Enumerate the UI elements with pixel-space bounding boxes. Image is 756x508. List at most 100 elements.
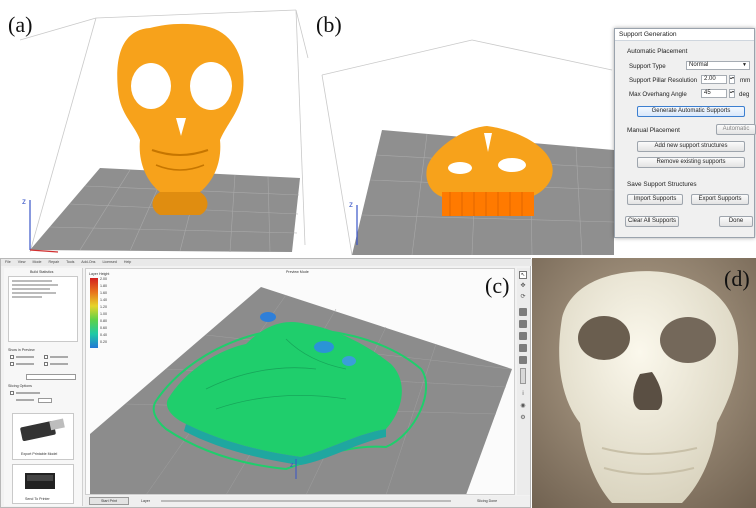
menu-repair[interactable]: Repair — [48, 260, 60, 264]
menu-tools[interactable]: Tools — [66, 260, 75, 264]
preview-options[interactable] — [10, 354, 76, 372]
layer-slider[interactable] — [161, 500, 451, 502]
rotate-tool-icon[interactable]: ⟳ — [520, 294, 526, 300]
add-supports-button[interactable]: Add new support structures — [637, 141, 745, 152]
show-in-preview-heading: Show in Preview — [8, 348, 35, 352]
legend-value: 1.20 — [100, 305, 107, 309]
support-generation-dialog: Support Generation Automatic Placement S… — [614, 28, 756, 238]
view-iso-icon[interactable] — [519, 344, 527, 352]
printed-skull-photo — [532, 258, 756, 508]
start-print-button[interactable]: Start Print — [89, 497, 129, 505]
view-side-icon[interactable] — [519, 332, 527, 340]
slicing-options-heading: Slicing Options — [8, 384, 32, 388]
right-toolbar: ↖ ✥ ⟳ i ◉ ⚙ — [517, 268, 530, 495]
move-tool-icon[interactable]: ✥ — [520, 283, 526, 289]
automatic-placement-heading: Automatic Placement — [627, 48, 688, 55]
bottom-bar: Start Print Layer Slicing Done — [85, 496, 530, 507]
legend-value: 0.60 — [100, 326, 107, 330]
zoom-slider[interactable] — [520, 368, 526, 384]
support-type-value: Normal — [689, 62, 709, 68]
max-overhang-value: 45 — [704, 90, 711, 96]
legend-value: 0.80 — [100, 319, 107, 323]
info-icon[interactable]: i — [522, 391, 524, 397]
remove-supports-button[interactable]: Remove existing supports — [637, 157, 745, 168]
menu-mode[interactable]: Mode — [32, 260, 42, 264]
skull-model-b — [426, 126, 553, 216]
sliced-skull-mesh — [166, 321, 402, 457]
legend-value: 1.40 — [100, 298, 107, 302]
left-pane: Build Statistics Show in Preview Sli — [4, 268, 83, 506]
svg-text:z: z — [22, 197, 26, 206]
dialog-title: Support Generation — [615, 29, 754, 41]
view-front-icon[interactable] — [519, 308, 527, 316]
legend-value: 1.00 — [100, 312, 107, 316]
slice-preview-scene: z — [90, 287, 512, 494]
panel-d: (d) — [532, 258, 756, 508]
svg-text:z: z — [290, 462, 294, 469]
paint-icon[interactable]: ◉ — [520, 403, 526, 409]
export-model-label: Export Printable Model — [21, 452, 58, 456]
legend-value: 1.80 — [100, 284, 107, 288]
max-overhang-input[interactable]: 45 — [701, 89, 727, 98]
menu-view[interactable]: View — [17, 260, 26, 264]
build-statistics-title: Build Statistics — [30, 270, 54, 274]
menu-file[interactable]: File — [5, 260, 11, 264]
select-tool-icon[interactable]: ↖ — [519, 271, 527, 279]
export-model-button[interactable]: Export Printable Model — [12, 413, 74, 460]
generate-supports-button[interactable]: Generate Automatic Supports — [637, 106, 745, 117]
panel-a-scene: z — [19, 9, 309, 253]
layer-color-legend — [90, 278, 98, 348]
pillar-resolution-unit: mm — [740, 77, 751, 84]
pillar-resolution-label: Support Pillar Resolution — [629, 77, 698, 84]
start-print-label: Start Print — [101, 499, 117, 503]
view-top-icon[interactable] — [519, 320, 527, 328]
manual-placement-heading: Manual Placement — [627, 127, 680, 134]
color-by-select[interactable] — [26, 374, 76, 380]
build-statistics-box — [8, 276, 78, 342]
export-supports-button[interactable]: Export Supports — [691, 194, 749, 205]
legend-value: 0.40 — [100, 333, 107, 337]
slicing-status: Slicing Done — [477, 499, 498, 503]
view-bottom-icon[interactable] — [519, 356, 527, 364]
send-to-printer-button[interactable]: Send To Printer — [12, 464, 74, 504]
done-button[interactable]: Done — [719, 216, 753, 227]
clear-supports-button[interactable]: Clear All Supports — [625, 216, 679, 227]
menu-addons[interactable]: Add-Ons — [81, 260, 96, 264]
panel-a: z (a) — [0, 0, 312, 258]
max-overhang-unit: deg — [739, 91, 750, 98]
menu-bar: File View Mode Repair Tools Add-Ons Lice… — [1, 259, 532, 266]
panel-label-a: (a) — [8, 12, 33, 37]
viewport-title: Preview Mode — [286, 270, 309, 274]
support-type-select[interactable]: Normal ▼ — [686, 61, 750, 70]
legend-value: 2.00 — [100, 277, 107, 281]
legend-value: 1.60 — [100, 291, 107, 295]
slicing-options[interactable] — [10, 390, 76, 404]
support-type-label: Support Type — [629, 63, 666, 70]
pillar-resolution-stepper[interactable]: ▴▾ — [729, 75, 735, 84]
slicer-app-window: File View Mode Repair Tools Add-Ons Lice… — [0, 258, 532, 508]
automatic-button[interactable]: Automatic — [716, 124, 756, 135]
panel-label-b: (b) — [316, 12, 342, 37]
skull-model-a — [117, 23, 244, 215]
panel-label-c: (c) — [485, 273, 510, 298]
import-supports-button[interactable]: Import Supports — [627, 194, 683, 205]
max-overhang-stepper[interactable]: ▴▾ — [729, 89, 735, 98]
pillar-resolution-input[interactable]: 2.00 — [701, 75, 727, 84]
legend-values: 2.00 1.80 1.60 1.40 1.20 1.00 0.80 0.60 … — [100, 277, 120, 349]
chevron-down-icon: ▼ — [742, 62, 747, 68]
legend-value: 0.20 — [100, 340, 107, 344]
pillar-resolution-value: 2.00 — [704, 76, 716, 82]
printer-board-icon — [25, 473, 55, 489]
save-structures-heading: Save Support Structures — [627, 181, 697, 188]
max-overhang-label: Max Overhang Angle — [629, 91, 687, 98]
settings-gear-icon[interactable]: ⚙ — [520, 415, 526, 421]
3d-viewport[interactable]: Preview Mode Layer Height 2.00 1.80 1.60… — [85, 268, 515, 495]
send-to-printer-label: Send To Printer — [25, 497, 50, 501]
panel-label-d: (d) — [724, 266, 750, 291]
legend-title: Layer Height — [89, 272, 110, 276]
menu-licensed[interactable]: Licensed — [102, 260, 117, 264]
menu-help[interactable]: Help — [123, 260, 132, 264]
panel-b-scene: z — [321, 39, 614, 256]
svg-text:z: z — [349, 200, 353, 209]
